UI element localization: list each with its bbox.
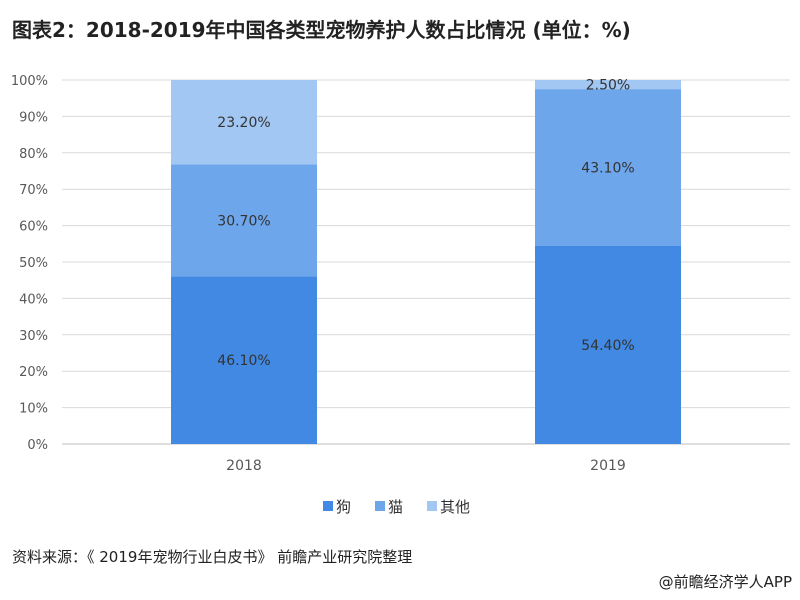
legend-label: 猫 <box>388 498 403 516</box>
credit-note: @前瞻经济学人APP <box>658 573 792 591</box>
legend-item: 猫 <box>375 498 403 516</box>
y-tick-label: 70% <box>19 183 48 198</box>
x-axis-ticks: 2018 2019 <box>226 458 626 474</box>
data-label: 43.10% <box>581 161 634 177</box>
bar-segment-2019-2 <box>535 80 681 90</box>
data-label: 23.20% <box>217 115 270 131</box>
y-tick-label: 20% <box>19 365 48 380</box>
bars <box>171 80 681 444</box>
data-labels: 46.10% 30.70% 23.20% 54.40% 43.10% 2.50% <box>217 78 634 370</box>
y-tick-label: 30% <box>19 329 48 344</box>
bar-segment-2019-1 <box>535 89 681 246</box>
data-label: 30.70% <box>217 213 270 229</box>
y-tick-label: 60% <box>19 220 48 235</box>
bar-segment-2018-0 <box>171 276 317 444</box>
legend-item: 狗 <box>323 498 351 516</box>
y-tick-label: 90% <box>19 110 48 125</box>
x-tick-label: 2019 <box>590 458 626 474</box>
legend-label: 狗 <box>336 498 351 516</box>
y-tick-label: 10% <box>19 402 48 417</box>
source-note: 资料来源：《 2019年宠物行业白皮书》 前瞻产业研究院整理 <box>12 548 413 566</box>
legend-item: 其他 <box>427 498 470 516</box>
legend-label: 其他 <box>440 498 470 516</box>
x-tick-label: 2018 <box>226 458 262 474</box>
data-label: 46.10% <box>217 353 270 369</box>
y-tick-label: 40% <box>19 292 48 307</box>
y-tick-label: 80% <box>19 147 48 162</box>
data-label: 54.40% <box>581 338 634 354</box>
legend-swatch <box>427 501 437 511</box>
legend: 狗 猫 其他 <box>323 498 470 516</box>
y-axis-ticks: 0% 10% 20% 30% 40% 50% 60% 70% 80% 90% 100% <box>11 74 48 453</box>
bar-segment-2019-0 <box>535 245 681 444</box>
bar-segment-2018-1 <box>171 164 317 277</box>
y-tick-label: 0% <box>27 438 48 453</box>
bar-segment-2018-2 <box>171 80 317 165</box>
y-tick-label: 100% <box>11 74 48 89</box>
legend-swatch <box>323 501 333 511</box>
legend-swatch <box>375 501 385 511</box>
chart-plot: 0%10%20%30%40%50%60%70%80%90%100% 2018 20… <box>11 74 790 516</box>
chart-title: 图表2：2018-2019年中国各类型宠物养护人数占比情况 (单位：%) <box>12 18 631 42</box>
data-label: 2.50% <box>586 78 630 94</box>
y-tick-label: 50% <box>19 256 48 271</box>
